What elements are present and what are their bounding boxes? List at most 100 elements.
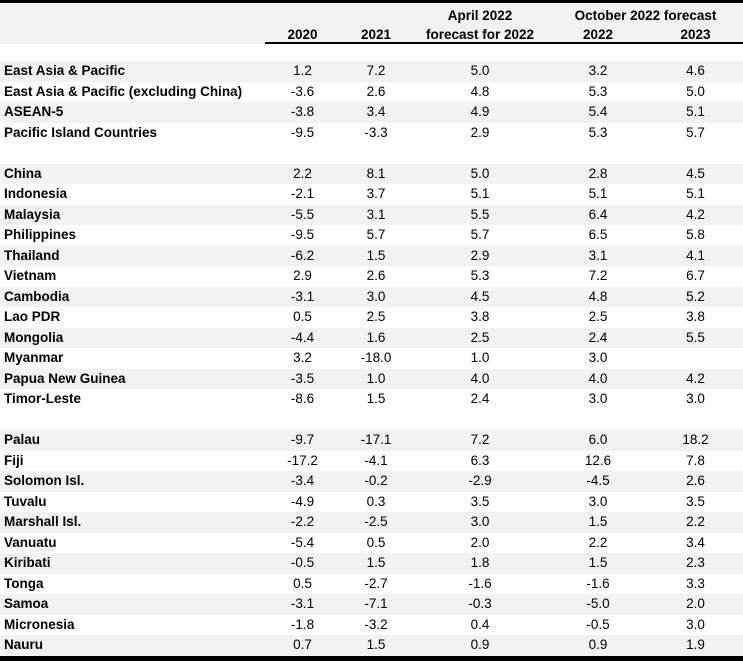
cell-value: 5.1 (588, 186, 608, 201)
cell-value: 7.2 (588, 268, 608, 283)
cell-value: -6.2 (290, 247, 315, 263)
cell-value: -0.5 (586, 616, 610, 632)
cell-value: -0.2 (364, 473, 388, 488)
cell-value: -9.5 (290, 227, 315, 242)
cell-value: 1.5 (588, 555, 608, 570)
cell-value: 3.4 (686, 534, 705, 550)
table-row: Nauru 0.7 1.5 0.9 0.9 1.9 (0, 635, 743, 656)
cell-value: -3.6 (290, 83, 315, 99)
cell-value: -2.2 (290, 514, 315, 529)
cell-value: 4.5 (470, 288, 490, 304)
cell-value: 5.1 (686, 186, 705, 201)
cell-value: 2.4 (588, 329, 608, 345)
header-april-line1: April 2022 (447, 8, 513, 23)
cell-value: -0.3 (468, 596, 492, 611)
header-empty-corner (0, 6, 265, 25)
cell-value: 2.9 (293, 268, 312, 283)
row-label: ASEAN-5 (4, 104, 64, 119)
row-label: Pacific Island Countries (4, 124, 158, 140)
cell-value: -17.1 (360, 432, 392, 447)
cell-value: 5.0 (470, 165, 490, 181)
row-label: Solomon Isl. (4, 473, 85, 488)
row-label: Cambodia (4, 288, 70, 304)
cell-value: -2.7 (364, 575, 388, 591)
header-group-row: April 2022 October 2022 forecast (0, 6, 743, 25)
cell-value: 5.1 (470, 186, 490, 201)
cell-value: 1.6 (366, 329, 386, 345)
table-row: Indonesia -2.1 3.7 5.1 5.1 5.1 (0, 184, 743, 205)
header-october-group: October 2022 forecast (574, 8, 717, 23)
cell-value: -4.5 (586, 473, 610, 488)
cell-value: 3.0 (686, 391, 705, 406)
cell-value: 3.0 (588, 391, 608, 406)
row-label: Vanuatu (4, 534, 57, 550)
cell-value: -1.6 (468, 575, 492, 591)
cell-value: 0.9 (588, 637, 608, 652)
table-row: Solomon Isl. -3.4 -0.2 -2.9 -4.5 2.6 (0, 471, 743, 492)
cell-value: 3.3 (686, 575, 705, 591)
cell-value: 0.5 (366, 534, 386, 550)
cell-value: 4.8 (588, 288, 608, 304)
row-label: Kiribati (4, 555, 51, 570)
cell-value: -7.1 (364, 596, 388, 611)
table-row: Pacific Island Countries -9.5 -3.3 2.9 5.3 5.… (0, 123, 743, 144)
cell-value: 1.0 (366, 370, 386, 386)
row-label: Philippines (4, 227, 77, 242)
cell-value: 3.1 (588, 247, 608, 263)
row-label: Timor-Leste (4, 391, 82, 406)
header-gap (0, 44, 743, 61)
cell-value: 8.1 (366, 165, 386, 181)
cell-value: 5.4 (588, 104, 608, 119)
cell-value: 2.2 (686, 514, 705, 529)
cell-value: 1.5 (366, 555, 386, 570)
row-label: Indonesia (4, 186, 68, 201)
row-label: Papua New Guinea (4, 370, 126, 386)
cell-value: 2.6 (366, 83, 386, 99)
cell-value (648, 348, 743, 369)
cell-value: 3.0 (686, 616, 705, 632)
table-row: Malaysia -5.5 3.1 5.5 6.4 4.2 (0, 204, 743, 225)
cell-value: 4.9 (470, 104, 490, 119)
cell-value: 2.9 (470, 247, 490, 263)
cell-value: -5.5 (290, 206, 315, 222)
table-row: Marshall Isl. -2.2 -2.5 3.0 1.5 2.2 (0, 512, 743, 533)
table-row: Tonga 0.5 -2.7 -1.6 -1.6 3.3 (0, 574, 743, 595)
cell-value: 5.3 (588, 83, 608, 99)
cell-value: 5.7 (470, 227, 490, 242)
cell-value: 5.0 (686, 83, 705, 99)
row-label: Tonga (4, 575, 44, 591)
table-row: China 2.2 8.1 5.0 2.8 4.5 (0, 163, 743, 184)
cell-value: 4.0 (588, 370, 608, 386)
header-col-oct-2022: 2022 (582, 27, 614, 42)
row-label: Myanmar (4, 350, 64, 365)
cell-value: 6.4 (588, 206, 608, 222)
cell-value: 2.6 (686, 473, 705, 488)
table-row: Vanuatu -5.4 0.5 2.0 2.2 3.4 (0, 533, 743, 554)
section-spacer (0, 410, 743, 431)
row-label: China (4, 165, 42, 181)
cell-value: 4.2 (686, 206, 705, 222)
cell-value: 2.2 (293, 165, 312, 181)
cell-value: -5.4 (290, 534, 315, 550)
cell-value: 4.5 (686, 165, 705, 181)
cell-value: 4.1 (686, 247, 705, 263)
row-label: Samoa (4, 596, 49, 611)
cell-value: -3.8 (290, 104, 315, 119)
cell-value: 5.7 (686, 124, 705, 140)
cell-value: 3.2 (588, 63, 608, 78)
cell-value: 7.8 (686, 452, 705, 468)
cell-value: 6.0 (588, 432, 608, 447)
cell-value: 2.4 (470, 391, 490, 406)
cell-value: 3.0 (470, 514, 490, 529)
cell-value: 6.5 (588, 227, 608, 242)
cell-value: -18.0 (360, 350, 392, 365)
table-body: East Asia & Pacific 1.2 7.2 5.0 3.2 4.6 East A… (0, 61, 743, 656)
row-label: East Asia & Pacific (4, 63, 126, 78)
cell-value: 3.0 (588, 493, 608, 509)
table-row: Philippines -9.5 5.7 5.7 6.5 5.8 (0, 225, 743, 246)
cell-value: 5.5 (686, 329, 705, 345)
cell-value: -3.1 (290, 288, 315, 304)
cell-value: 1.5 (366, 247, 386, 263)
cell-value: 1.5 (366, 637, 386, 652)
section-spacer (0, 143, 743, 164)
